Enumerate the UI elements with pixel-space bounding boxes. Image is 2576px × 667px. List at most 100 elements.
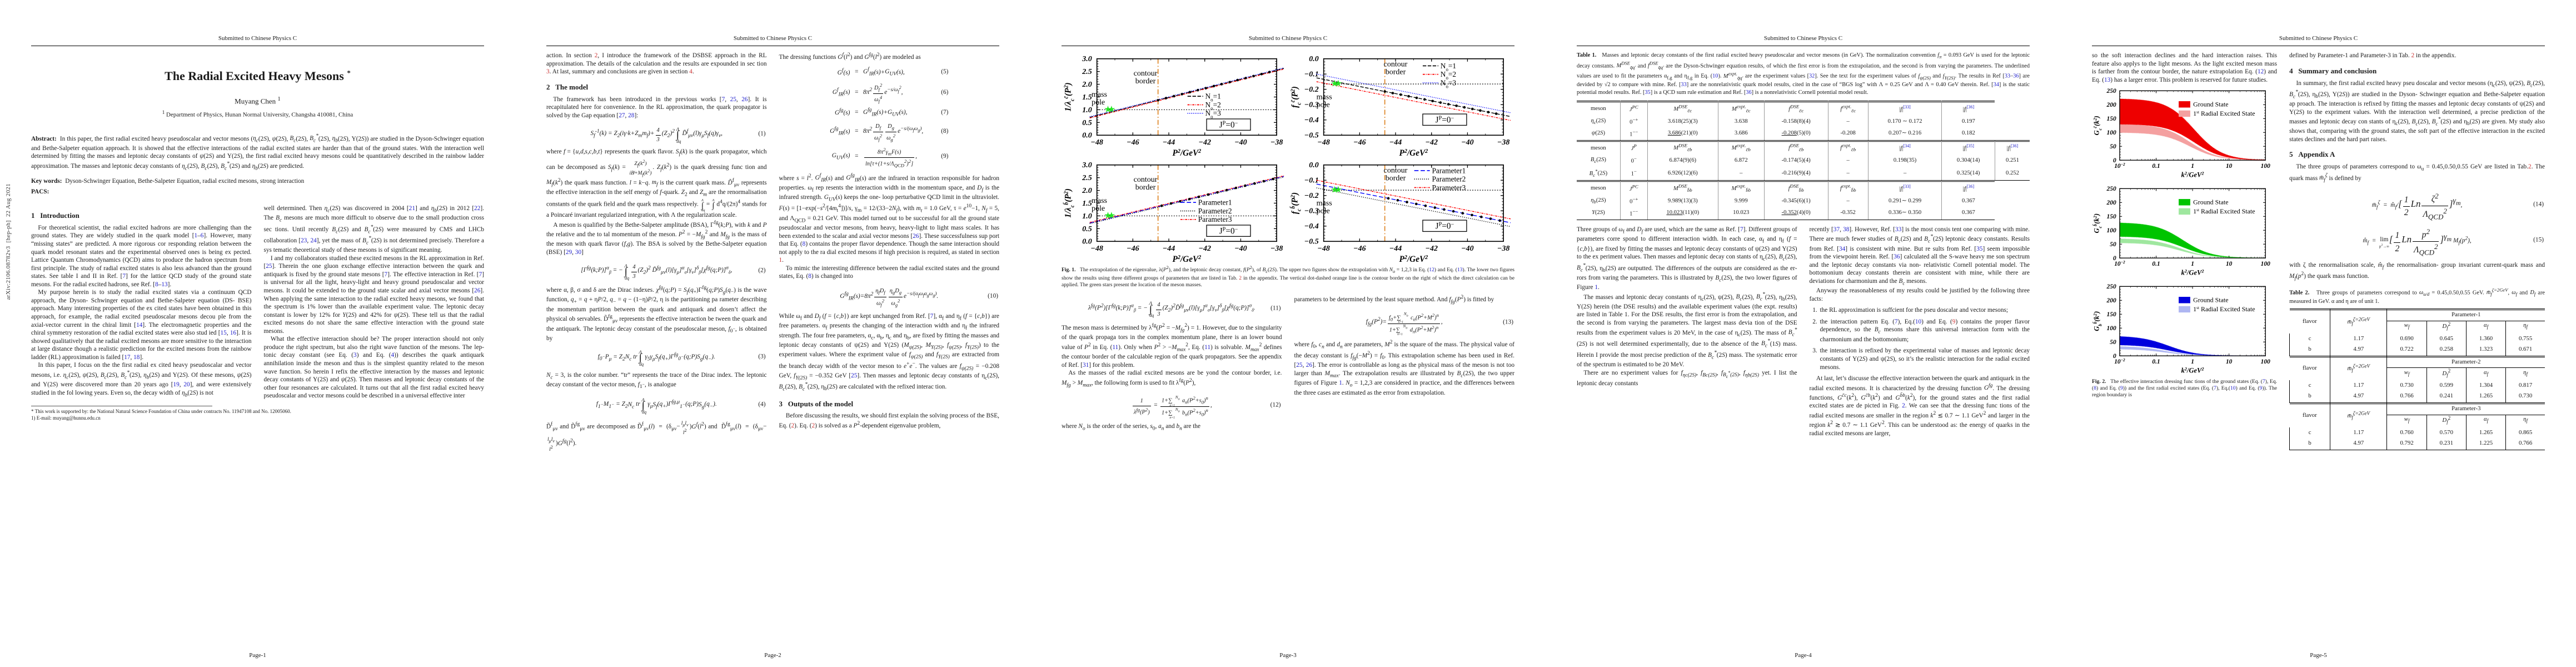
svg-text:fcc̄(P2): fcc̄(P2) [1290, 86, 1302, 108]
svg-text:−0.5: −0.5 [1304, 132, 1318, 140]
svg-text:mass: mass [1092, 91, 1107, 99]
svg-text:★: ★ [1334, 185, 1342, 195]
svg-text:k2/GeV2: k2/GeV2 [2181, 366, 2204, 375]
svg-text:1/λcc̄(P2): 1/λcc̄(P2) [1063, 83, 1075, 112]
svg-text:−46: −46 [1127, 245, 1139, 253]
svg-text:Parameter2: Parameter2 [1432, 175, 1466, 183]
svg-text:Parameter1: Parameter1 [1432, 167, 1466, 175]
svg-text:−42: −42 [1199, 245, 1211, 253]
svg-text:150: 150 [2107, 311, 2116, 318]
svg-text:0.1: 0.1 [2152, 359, 2160, 365]
svg-text:−38: −38 [1497, 138, 1509, 147]
svg-text:pole: pole [1316, 101, 1329, 109]
svg-text:−44: −44 [1389, 245, 1401, 253]
svg-text:Gbb̄(k2): Gbb̄(k2) [2092, 311, 2102, 331]
svg-text:−40: −40 [1461, 138, 1473, 147]
svg-text:−0.4: −0.4 [1304, 116, 1318, 125]
svg-text:200: 200 [2106, 102, 2116, 108]
svg-text:border: border [1135, 77, 1156, 86]
svg-text:3.0: 3.0 [1082, 161, 1092, 170]
svg-text:P2/GeV2: P2/GeV2 [1399, 148, 1428, 158]
svg-text:−46: −46 [1127, 138, 1139, 147]
svg-text:50: 50 [2110, 143, 2116, 150]
svg-text:0.5: 0.5 [1082, 225, 1092, 233]
svg-text:P2/GeV2: P2/GeV2 [1173, 148, 1202, 158]
svg-text:fcb̄(P2): fcb̄(P2) [1289, 192, 1302, 214]
svg-text:250: 250 [2106, 186, 2116, 192]
svg-text:0.0: 0.0 [1309, 55, 1319, 63]
svg-text:1/λcb̄(P2): 1/λcb̄(P2) [1063, 188, 1075, 218]
svg-text:contour: contour [1383, 167, 1407, 175]
svg-text:1.5: 1.5 [1082, 200, 1092, 208]
svg-text:−0.5: −0.5 [1304, 238, 1318, 246]
svg-text:1st Radial Excited State: 1st Radial Excited State [2193, 305, 2255, 313]
svg-text:−40: −40 [1234, 245, 1247, 253]
svg-text:★: ★ [1108, 104, 1116, 115]
svg-text:−40: −40 [1461, 245, 1473, 253]
svg-text:−44: −44 [1163, 138, 1175, 147]
svg-text:−48: −48 [1090, 245, 1103, 253]
svg-text:10: 10 [2226, 261, 2233, 267]
svg-text:1st Radial Excited State: 1st Radial Excited State [2193, 207, 2255, 215]
svg-text:★: ★ [1108, 210, 1116, 221]
svg-text:Gcc̄(k2): Gcc̄(k2) [2092, 116, 2102, 136]
svg-text:3.0: 3.0 [1082, 55, 1092, 63]
svg-text:150: 150 [2107, 116, 2116, 122]
svg-text:−46: −46 [1353, 138, 1366, 147]
svg-text:contour: contour [1134, 69, 1158, 78]
svg-text:−38: −38 [1497, 245, 1509, 253]
svg-text:1.0: 1.0 [1082, 212, 1092, 221]
svg-text:0.1: 0.1 [2152, 261, 2160, 267]
svg-text:−0.1: −0.1 [1304, 71, 1318, 79]
svg-text:2.0: 2.0 [1082, 81, 1092, 89]
svg-text:0.5: 0.5 [1082, 119, 1092, 127]
svg-text:1: 1 [2191, 359, 2194, 365]
svg-text:Parameter3: Parameter3 [1198, 215, 1232, 223]
svg-text:Ground State: Ground State [2193, 198, 2228, 206]
svg-text:100: 100 [2107, 227, 2116, 234]
svg-text:100: 100 [2107, 325, 2116, 332]
svg-text:100: 100 [2261, 359, 2270, 365]
svg-text:1: 1 [2191, 163, 2194, 170]
svg-text:Parameter1: Parameter1 [1198, 198, 1232, 207]
svg-text:k2/GeV2: k2/GeV2 [2181, 268, 2204, 277]
svg-text:Ground State: Ground State [2193, 296, 2228, 303]
svg-text:Ground State: Ground State [2193, 101, 2228, 108]
svg-text:200: 200 [2106, 200, 2116, 206]
svg-text:1.5: 1.5 [1082, 93, 1092, 102]
svg-text:2.5: 2.5 [1082, 68, 1092, 76]
svg-text:−44: −44 [1163, 245, 1175, 253]
svg-text:2.0: 2.0 [1082, 187, 1092, 195]
svg-text:0.0: 0.0 [1309, 161, 1319, 170]
svg-text:250: 250 [2106, 88, 2116, 94]
svg-text:contour: contour [1383, 61, 1407, 69]
svg-text:−48: −48 [1090, 138, 1103, 147]
svg-text:250: 250 [2106, 283, 2116, 290]
svg-text:100: 100 [2261, 163, 2270, 170]
svg-text:10: 10 [2226, 359, 2233, 365]
svg-text:150: 150 [2107, 213, 2116, 220]
svg-text:Parameter2: Parameter2 [1198, 207, 1232, 215]
svg-text:mass: mass [1092, 197, 1107, 205]
svg-text:k2/GeV2: k2/GeV2 [2181, 171, 2204, 179]
svg-text:10: 10 [2226, 163, 2233, 170]
svg-text:50: 50 [2110, 241, 2116, 248]
svg-text:−48: −48 [1317, 245, 1329, 253]
svg-text:50: 50 [2110, 339, 2116, 346]
svg-text:Gcb̄(k2): Gcb̄(k2) [2092, 213, 2102, 233]
svg-text:P2/GeV2: P2/GeV2 [1399, 255, 1428, 264]
svg-text:P2/GeV2: P2/GeV2 [1173, 255, 1202, 264]
svg-text:−40: −40 [1234, 138, 1247, 147]
svg-text:mass: mass [1316, 93, 1332, 102]
svg-text:No=3: No=3 [1205, 109, 1222, 120]
svg-text:border: border [1385, 68, 1406, 77]
svg-text:−48: −48 [1317, 138, 1329, 147]
svg-text:pole: pole [1092, 98, 1105, 107]
svg-text:border: border [1385, 175, 1406, 183]
svg-text:10−2: 10−2 [2114, 260, 2125, 267]
svg-text:1.0: 1.0 [1082, 106, 1092, 115]
svg-text:Parameter3: Parameter3 [1432, 183, 1466, 192]
svg-text:−42: −42 [1199, 138, 1211, 147]
svg-text:★: ★ [1334, 78, 1342, 89]
svg-text:1st Radial Excited State: 1st Radial Excited State [2193, 110, 2255, 118]
